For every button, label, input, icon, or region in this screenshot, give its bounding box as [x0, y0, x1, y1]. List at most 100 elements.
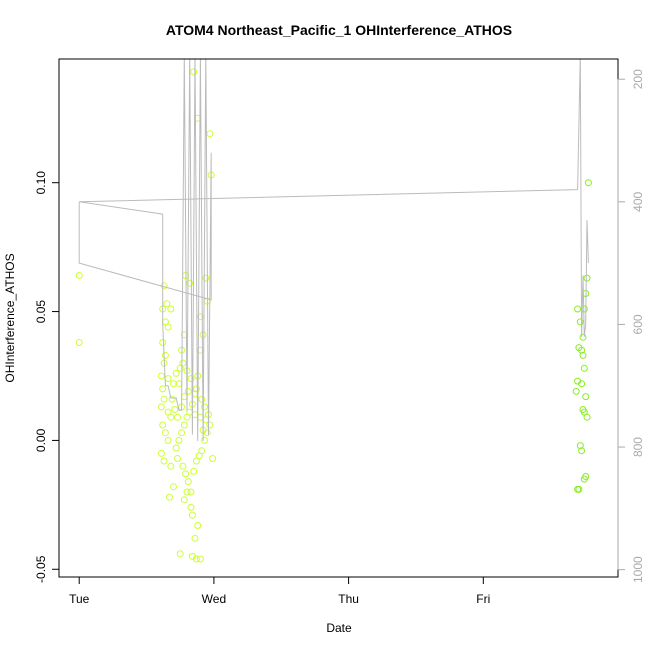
plot-frame	[58, 58, 619, 578]
chart-title: ATOM4 Northeast_Pacific_1 OHInterference…	[166, 22, 512, 38]
y-tick-label: 0.10	[34, 171, 48, 195]
data-point	[206, 421, 214, 429]
secondary-y-axis: 200 400 600 800 1000	[617, 69, 645, 583]
data-point	[157, 372, 165, 380]
data-point	[164, 436, 172, 444]
data-point	[167, 305, 175, 313]
data-point	[160, 395, 168, 403]
y2-tick-label: 800	[631, 437, 645, 457]
data-point	[583, 274, 591, 282]
data-point	[578, 380, 586, 388]
data-point	[175, 436, 183, 444]
data-point	[574, 485, 582, 493]
data-point	[582, 393, 590, 401]
data-point	[178, 429, 186, 437]
data-point	[194, 522, 202, 529]
data-point	[201, 436, 208, 444]
data-point	[161, 429, 169, 437]
data-point	[170, 380, 177, 388]
data-point	[75, 272, 83, 279]
data-point	[159, 339, 167, 346]
data-point	[576, 442, 584, 450]
data-point	[168, 395, 176, 403]
data-point	[187, 503, 195, 511]
data-point	[574, 305, 582, 313]
data-point	[580, 364, 588, 372]
data-point	[167, 413, 175, 421]
data-point	[166, 493, 173, 501]
data-point	[191, 534, 199, 542]
data-point	[183, 413, 191, 421]
data-point	[201, 403, 208, 411]
data-point	[180, 421, 188, 429]
data-point	[159, 385, 167, 393]
data-point	[198, 447, 206, 455]
data-point	[167, 462, 175, 470]
data-point	[188, 511, 196, 519]
y2-tick-label: 400	[631, 192, 645, 212]
data-point	[176, 550, 184, 558]
data-point	[174, 455, 181, 462]
data-point	[164, 375, 172, 383]
data-point	[159, 421, 167, 429]
x-tick-label: Thu	[338, 592, 359, 606]
data-point	[186, 279, 194, 287]
data-point	[206, 130, 214, 138]
data-point	[172, 444, 180, 452]
data-point	[179, 462, 187, 470]
y2-tick-label: 600	[631, 314, 645, 334]
data-point	[187, 375, 195, 383]
data-point	[584, 179, 592, 187]
data-point	[184, 478, 192, 486]
plot-area	[58, 58, 619, 578]
data-point	[199, 331, 207, 339]
data-point	[190, 467, 198, 475]
data-point	[578, 346, 586, 354]
data-point	[171, 406, 179, 413]
y-axis: -0.05 0.00 0.05 0.10	[34, 171, 60, 583]
y2-tick-label: 200	[631, 69, 645, 89]
x-tick-label: Tue	[69, 592, 90, 606]
data-point	[170, 483, 177, 491]
data-point	[190, 68, 198, 76]
data-point	[578, 447, 586, 455]
data-point	[157, 403, 165, 411]
data-point	[198, 395, 206, 403]
data-point	[209, 455, 217, 462]
data-point	[160, 457, 168, 465]
series-line	[78, 59, 589, 441]
x-tick-label: Fri	[476, 592, 490, 606]
data-point	[180, 496, 188, 504]
data-point	[579, 351, 587, 359]
data-point	[579, 333, 587, 341]
y-tick-label: -0.05	[34, 555, 48, 583]
y-tick-label: 0.00	[34, 428, 48, 452]
data-point	[192, 385, 200, 393]
data-point	[580, 475, 588, 483]
data-point	[583, 413, 591, 421]
data-point	[183, 488, 191, 496]
y2-tick-label: 1000	[631, 556, 645, 583]
data-point	[572, 387, 580, 395]
data-point	[196, 313, 204, 321]
x-axis: Tue Wed Thu Fri	[69, 576, 490, 606]
plot-content	[75, 59, 592, 563]
data-point	[164, 323, 172, 331]
data-point	[75, 339, 83, 346]
x-axis-label: Date	[326, 621, 352, 635]
data-point	[187, 488, 195, 496]
data-point	[576, 318, 584, 326]
data-point	[196, 555, 204, 563]
data-point	[202, 274, 210, 282]
y-tick-label: 0.05	[34, 300, 48, 324]
y-axis-label: OHInterference_ATHOS	[3, 253, 17, 382]
data-point	[161, 351, 169, 359]
data-point	[192, 555, 200, 563]
data-point	[174, 413, 181, 421]
data-point	[157, 449, 165, 457]
x-tick-label: Wed	[202, 592, 226, 606]
data-point	[182, 470, 190, 478]
data-point	[184, 387, 192, 395]
data-point	[163, 300, 171, 308]
